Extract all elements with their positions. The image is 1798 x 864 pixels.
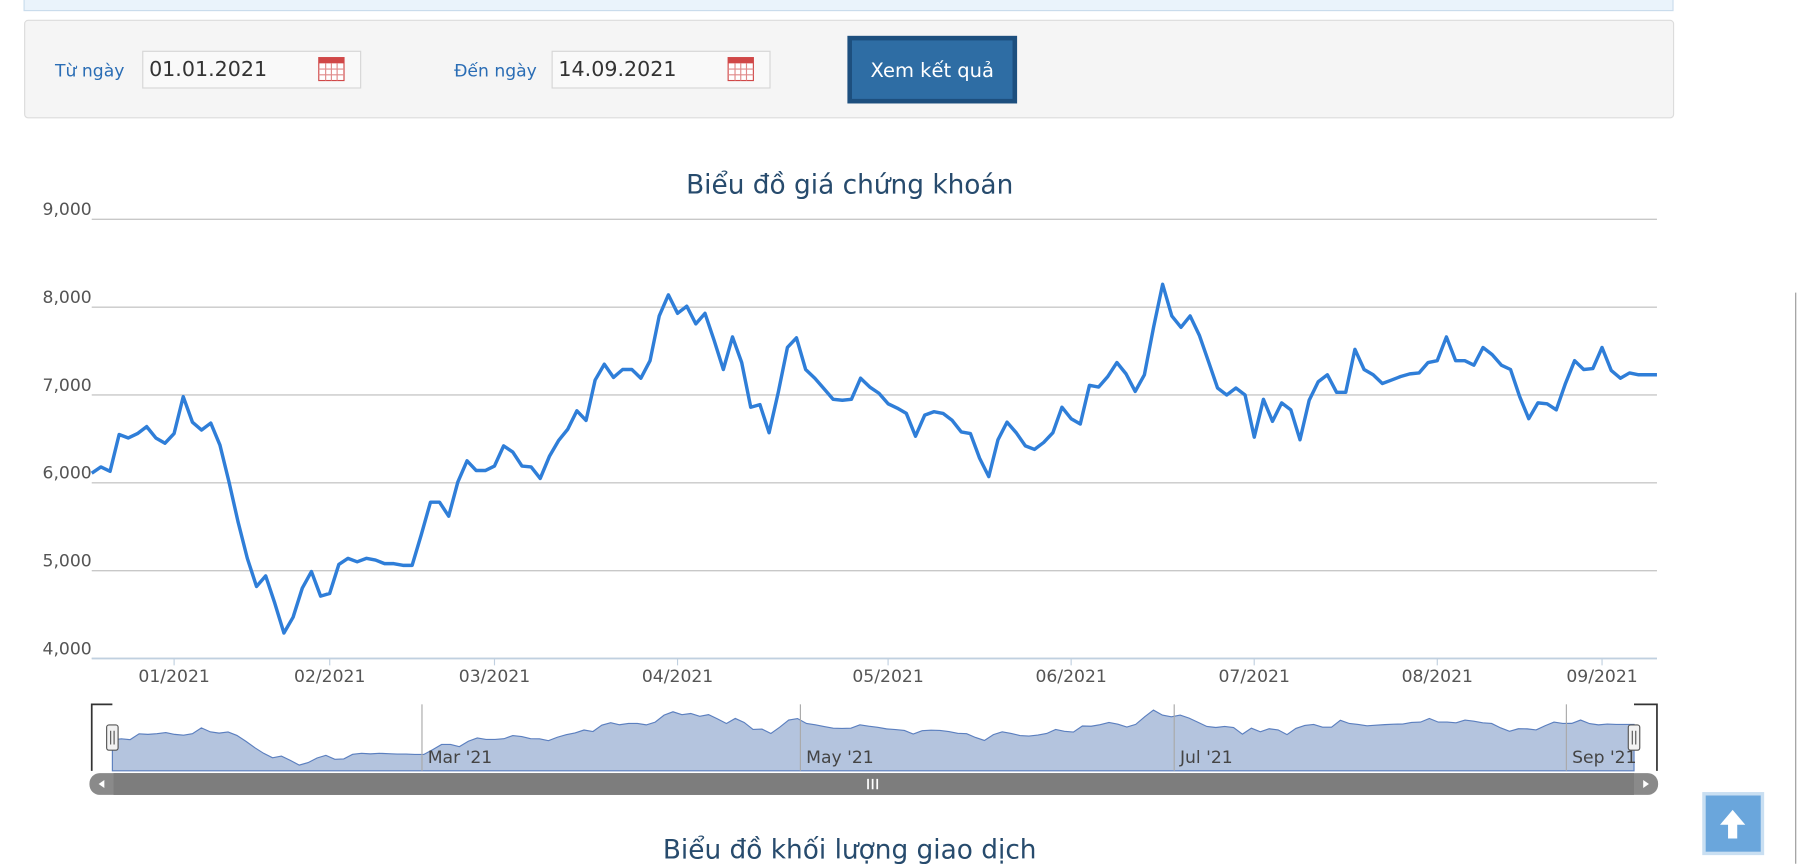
x-tick-label: 08/2021 — [1402, 667, 1473, 687]
scroll-left — [98, 780, 105, 789]
scrollbar-grip — [867, 778, 879, 790]
navigator-label: Jul '21 — [1179, 748, 1233, 768]
x-tick-label: 09/2021 — [1566, 667, 1637, 687]
calendar-icon[interactable] — [727, 57, 754, 82]
x-tick-label: 04/2021 — [642, 667, 713, 687]
from-value: 01.01.2021 — [149, 57, 267, 81]
from-label: Từ ngày — [54, 61, 124, 81]
scrollbar-thumb — [113, 773, 1635, 795]
x-tick-label: 07/2021 — [1219, 667, 1290, 687]
next-chart-title: Biểu đồ khối lượng giao dịch — [663, 835, 1037, 864]
navigator-label: May '21 — [806, 748, 874, 768]
x-tick-label: 01/2021 — [138, 667, 209, 687]
navigator-handle — [1627, 724, 1641, 751]
x-tick-label: 03/2021 — [459, 667, 530, 687]
price-line — [90, 282, 1657, 635]
y-tick-label: 6,000 — [43, 464, 92, 484]
back-to-top[interactable] — [1702, 792, 1765, 856]
navigator-area — [111, 709, 1635, 772]
navigator-frame — [90, 703, 1658, 771]
x-tick-label: 06/2021 — [1035, 667, 1106, 687]
handle-grip — [1631, 730, 1637, 745]
y-tick-label: 9,000 — [43, 200, 92, 220]
x-tick-label: 02/2021 — [294, 667, 365, 687]
handle-grip — [110, 730, 115, 745]
to-label: Đến ngày — [454, 60, 537, 81]
navigator: Mar '21 May '21 Jul '21 Sep '21 — [89, 703, 1659, 795]
scroll-right — [1643, 780, 1649, 789]
y-tick-label: 7,000 — [43, 376, 92, 396]
navigator-handle — [106, 724, 119, 751]
to-value: 14.09.2021 — [558, 57, 676, 81]
y-tick-label: 5,000 — [43, 551, 92, 571]
calendar-icon[interactable] — [318, 57, 345, 82]
navigator-label: Mar '21 — [428, 748, 493, 768]
chart-title: Biểu đồ giá chứng khoán — [686, 170, 1013, 201]
submit-button[interactable] — [847, 35, 1018, 104]
y-tick-label: 4,000 — [43, 639, 92, 659]
x-tick-label: 05/2021 — [852, 667, 923, 687]
y-tick-label: 8,000 — [43, 288, 92, 308]
button-label: Xem kết quả — [871, 59, 994, 82]
navigator-label: Sep '21 — [1572, 748, 1636, 768]
top-strip — [23, 0, 1674, 12]
plot: 4,000 5,000 6,000 7,000 8,000 9,000 01/2021 02/… — [43, 200, 1657, 687]
